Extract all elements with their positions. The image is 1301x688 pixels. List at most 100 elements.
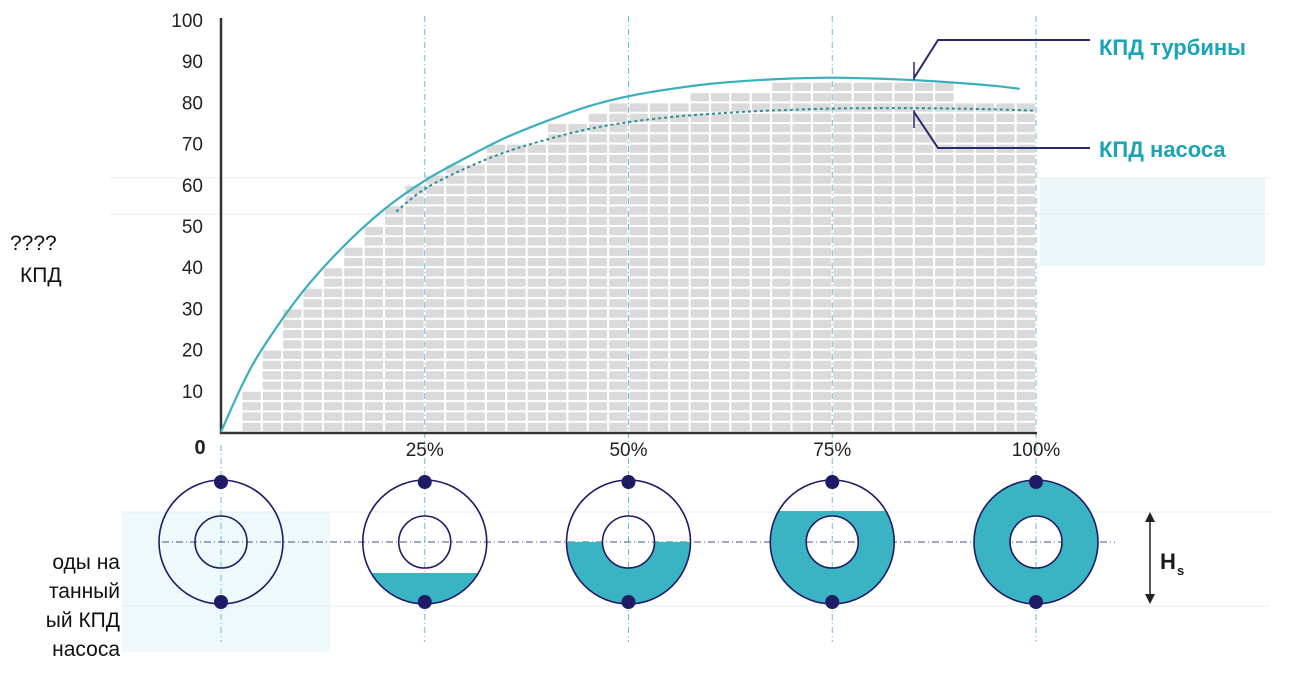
grid-cell (833, 196, 852, 205)
grid-cell (486, 237, 506, 246)
grid-cell (344, 247, 363, 256)
grid-cell (975, 103, 995, 112)
grid-cell (935, 165, 954, 174)
grid-cell (792, 82, 811, 92)
grid-cell (772, 82, 791, 92)
grid-cell (690, 227, 709, 236)
grid-cell (364, 402, 383, 411)
grid-cell (466, 227, 485, 236)
grid-cell (405, 196, 424, 205)
grid-cell (568, 227, 587, 236)
grid-cell (874, 206, 893, 215)
x-tick-labels: 0 25% 50% 75% 100% (194, 437, 1060, 461)
grid-cell (425, 185, 445, 195)
grid-cell (772, 422, 791, 431)
grid-cell (996, 381, 1015, 390)
grid-cell (649, 268, 669, 277)
pipe-bolt-top (1029, 475, 1043, 489)
grid-cell (751, 93, 771, 102)
grid-cell (751, 165, 771, 174)
grid-cell (670, 206, 689, 215)
grid-cell (833, 206, 852, 215)
grid-cell (364, 340, 383, 349)
grid-cell (609, 144, 628, 153)
grid-cell (588, 175, 608, 184)
grid-cell (507, 350, 526, 359)
grid-cell (588, 268, 608, 277)
decor-panel (122, 512, 330, 652)
grid-cell (894, 257, 913, 267)
grid-cell (609, 278, 628, 287)
grid-cell (833, 175, 852, 184)
grid-cell (711, 278, 730, 287)
grid-cell (812, 299, 832, 308)
grid-cell (996, 206, 1015, 215)
grid-cell (792, 154, 811, 164)
grid-cell (548, 206, 567, 215)
grid-cell (385, 412, 404, 421)
grid-cell (1016, 422, 1035, 431)
grid-cell (731, 206, 750, 215)
grid-cell (1016, 340, 1035, 349)
grid-cell (975, 319, 995, 328)
grid-cell (588, 278, 608, 287)
grid-cell (874, 268, 893, 277)
leader-turbine (913, 39, 1090, 79)
hs-arrow-down (1145, 594, 1155, 604)
grid-cell (303, 299, 322, 308)
grid-cell (996, 412, 1015, 421)
grid-cell (914, 381, 934, 390)
grid-cell (527, 227, 546, 236)
grid-cell (914, 371, 934, 380)
grid-cell (609, 154, 628, 164)
grid-cell (609, 330, 628, 339)
grid-cell (975, 278, 995, 287)
grid-cell (914, 278, 934, 287)
grid-cell (323, 412, 343, 421)
grid-cell (303, 330, 322, 339)
grid-cell (548, 391, 567, 401)
grid-cell (955, 206, 974, 215)
grid-cell (609, 360, 628, 370)
grid-cell (507, 371, 526, 380)
grid-cell (446, 216, 465, 225)
pipe-water-fill (974, 480, 1098, 604)
grid-cell (894, 402, 913, 411)
grid-cell (935, 113, 954, 122)
grid-cell (466, 412, 485, 421)
grid-cell (731, 216, 750, 225)
grid-cell (955, 412, 974, 421)
grid-cell (609, 422, 628, 431)
grid-cell (425, 371, 445, 380)
grid-cell (894, 412, 913, 421)
grid-cell (446, 288, 465, 298)
grid-cell (996, 350, 1015, 359)
grid-cell (853, 247, 872, 256)
grid-cell (935, 288, 954, 298)
grid-cell (751, 360, 771, 370)
grid-cell (751, 175, 771, 184)
grid-cell (405, 288, 424, 298)
grid-cell (731, 103, 750, 112)
grid-cell (466, 206, 485, 215)
grid-cell (914, 216, 934, 225)
grid-cell (466, 402, 485, 411)
grid-cell (792, 165, 811, 174)
grid-cell (507, 412, 526, 421)
grid-cell (711, 299, 730, 308)
y-tick-labels: 10 20 30 40 50 60 70 80 90 100 (171, 11, 203, 403)
grid-cell (609, 185, 628, 195)
grid-cell (446, 257, 465, 267)
grid-cell (588, 206, 608, 215)
grid-cell (446, 227, 465, 236)
grid-cell (711, 319, 730, 328)
grid-cell (446, 309, 465, 318)
grid-cell (772, 402, 791, 411)
grid-cell (385, 299, 404, 308)
grid-cell (914, 165, 934, 174)
grid-cell (446, 371, 465, 380)
grid-cell (935, 360, 954, 370)
grid-cell (609, 319, 628, 328)
grid-cell (731, 340, 750, 349)
grid-cell (486, 319, 506, 328)
